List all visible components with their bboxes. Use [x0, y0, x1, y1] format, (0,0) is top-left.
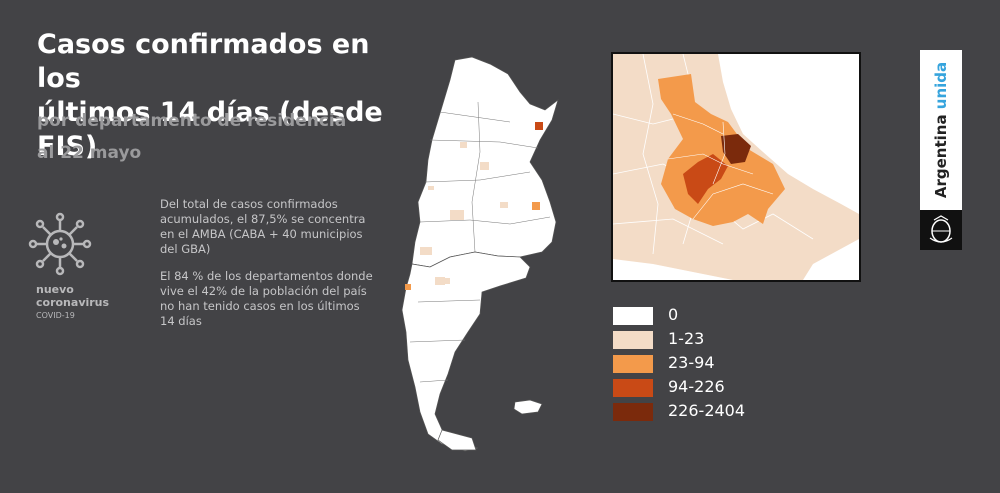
subtitle-line-1: por departamento de residencia [37, 111, 347, 131]
argentina-map [401, 56, 559, 452]
national-seal-icon [920, 210, 962, 250]
map-south-region [401, 251, 531, 452]
legend-label: 1-23 [668, 329, 705, 348]
seal-svg [929, 215, 953, 243]
bottom-white-area [613, 259, 733, 280]
amba-inset-map [611, 52, 861, 282]
argentina-unida-logo: Argentina unida [920, 50, 962, 210]
amba-dark-ring [683, 154, 728, 204]
legend-label: 23-94 [668, 353, 715, 372]
virus-label-line-3: COVID-19 [36, 311, 75, 320]
malvinas-islands [513, 399, 543, 415]
info-text: Del total de casos confirmados acumulado… [160, 197, 375, 341]
legend-swatch [613, 403, 653, 421]
tierra-del-fuego [437, 429, 477, 451]
legend-swatch [613, 379, 653, 397]
virus-label-line-1: nuevo [36, 283, 74, 296]
legend-label: 226-2404 [668, 401, 746, 420]
legend-label: 0 [668, 305, 679, 324]
subtitle-line-2: al 22 mayo [37, 143, 142, 163]
virus-icon [28, 212, 92, 276]
info-paragraph-2: El 84 % de los departamentos donde vive … [160, 269, 373, 328]
legend-label: 94-226 [668, 377, 725, 396]
subtitle: por departamento de residencia al 22 may… [37, 105, 346, 169]
brand-text: Argentina unida [932, 62, 950, 198]
brand-text-part-1: Argentina [932, 109, 950, 199]
coronavirus-label: nuevo coronavirus COVID-19 [36, 283, 109, 322]
coast-white-area [803, 239, 859, 280]
caba-core [721, 134, 751, 164]
info-paragraph-1: Del total de casos confirmados acumulado… [160, 197, 366, 256]
amba-inset-svg [613, 54, 859, 280]
virus-label-line-2: coronavirus [36, 296, 110, 309]
title-line-2: últimos 14 días (desde FIS) [37, 97, 383, 162]
legend-swatch [613, 307, 653, 325]
page-title: Casos confirmados en los últimos 14 días… [37, 28, 417, 164]
map-case-areas [405, 122, 543, 290]
title-line-1: Casos confirmados en los [37, 29, 370, 94]
river-area [718, 54, 859, 214]
legend-swatch [613, 355, 653, 373]
legend-swatch [613, 331, 653, 349]
brand-text-part-2: unida [932, 61, 950, 110]
